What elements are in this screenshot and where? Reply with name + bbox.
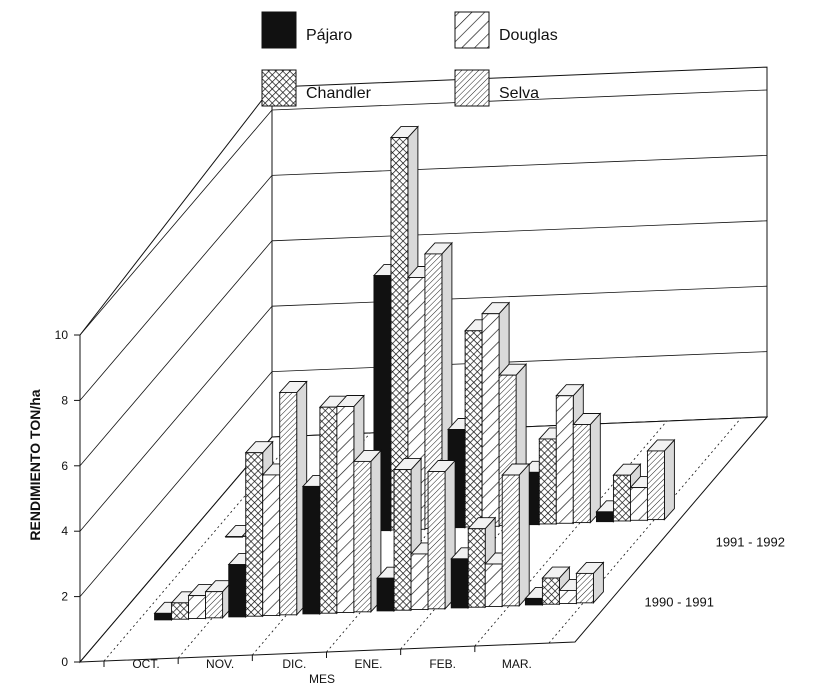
- floor-separator: [548, 417, 742, 644]
- gridline-back: [271, 220, 768, 242]
- depth-series-label: 1991 - 1992: [716, 534, 785, 549]
- legend-swatch: [261, 11, 297, 49]
- gridline-back: [271, 351, 768, 372]
- gridline-left: [79, 175, 273, 401]
- x-category-label: MAR.: [502, 657, 532, 671]
- bar: [575, 561, 605, 604]
- axis-labels: RENDIMIENTO TON/ha MES: [27, 389, 335, 686]
- gridline-left: [79, 305, 273, 532]
- y-tick-label: 8: [61, 393, 68, 407]
- legend-swatch: [454, 69, 490, 107]
- x-axis-title: MES: [309, 672, 335, 686]
- floor-separator: [474, 420, 668, 647]
- y-tick-label: 10: [55, 328, 69, 342]
- y-axis-title: RENDIMIENTO TON/ha: [27, 389, 43, 540]
- bar: [427, 459, 457, 610]
- gridline-back: [271, 155, 768, 176]
- gridline-left: [79, 240, 273, 467]
- x-category-label: NOV.: [206, 657, 234, 671]
- legend-label: Selva: [499, 85, 539, 102]
- x-category-label: FEB.: [429, 657, 456, 671]
- x-category-label: DIC.: [282, 657, 306, 671]
- y-tick-label: 4: [61, 524, 68, 538]
- bar: [352, 449, 382, 613]
- bar: [501, 462, 531, 607]
- legend-label: Pájaro: [306, 27, 352, 44]
- depth-series-labels: 1990 - 1991 1991 - 1992: [645, 534, 785, 609]
- chart-bars: [153, 125, 676, 622]
- x-category-label: ENE.: [354, 657, 382, 671]
- legend-swatch: [261, 69, 297, 107]
- legend-swatch: [454, 11, 490, 49]
- gridline-left: [79, 371, 273, 597]
- legend: Pájaro Douglas Chandler Selva: [261, 11, 558, 107]
- gridline-back: [271, 89, 768, 111]
- legend-label: Chandler: [306, 85, 372, 102]
- legend-label: Douglas: [499, 27, 558, 44]
- bar: [572, 412, 602, 524]
- gridline-back: [271, 285, 768, 307]
- y-axis-ticks: 0 2 4 6 8 10: [55, 328, 80, 669]
- x-category-label: OCT.: [132, 657, 159, 671]
- depth-series-label: 1990 - 1991: [645, 595, 714, 610]
- y-tick-label: 0: [61, 655, 68, 669]
- bar: [646, 438, 676, 521]
- gridline-left: [79, 109, 273, 336]
- x-axis-categories: OCT. NOV. DIC. ENE. FEB. MAR.: [103, 646, 532, 671]
- y-tick-label: 2: [61, 590, 68, 604]
- y-tick-label: 6: [61, 459, 68, 473]
